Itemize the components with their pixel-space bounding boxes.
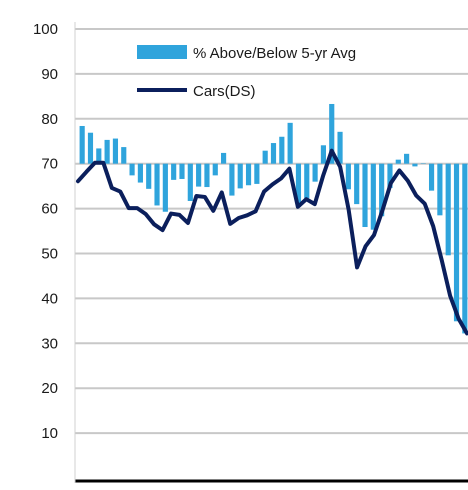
bar xyxy=(129,163,135,176)
bar xyxy=(287,122,293,164)
bar xyxy=(437,163,443,216)
bar xyxy=(79,125,85,164)
bar xyxy=(146,163,152,189)
bar xyxy=(337,131,343,164)
bar xyxy=(187,163,193,201)
y-tick-label: 80 xyxy=(41,111,58,128)
legend-label-line: Cars(DS) xyxy=(193,83,256,100)
series-line-cars-ds xyxy=(76,148,468,336)
legend-label-bar: % Above/Below 5-yr Avg xyxy=(193,45,356,62)
y-tick-label: 30 xyxy=(41,335,58,352)
grid-lines xyxy=(75,28,468,435)
bar xyxy=(104,139,110,164)
y-tick-label: 70 xyxy=(41,156,58,173)
bar xyxy=(304,163,310,199)
bar xyxy=(462,163,468,334)
bar xyxy=(312,163,318,182)
bar xyxy=(121,147,127,164)
bar-series xyxy=(79,103,468,334)
bar xyxy=(453,163,460,322)
bar xyxy=(387,163,393,188)
bar xyxy=(370,163,376,230)
y-tick-label: 40 xyxy=(41,290,58,307)
bar xyxy=(428,163,435,191)
bar xyxy=(404,153,410,164)
bar xyxy=(362,163,368,228)
bar xyxy=(345,163,351,190)
bar xyxy=(221,152,227,164)
bar xyxy=(445,163,451,256)
bar xyxy=(262,150,268,164)
bar xyxy=(96,148,102,164)
bar xyxy=(112,138,119,164)
line-series xyxy=(76,148,468,336)
bar xyxy=(270,143,277,164)
legend-swatch-bar xyxy=(137,45,187,59)
bar xyxy=(212,163,218,176)
y-tick-label: 10 xyxy=(41,425,58,442)
y-tick-label: 100 xyxy=(33,21,58,38)
bar xyxy=(162,163,168,212)
legend: % Above/Below 5-yr Avg Cars(DS) xyxy=(137,45,356,100)
y-tick-label: 50 xyxy=(41,246,58,263)
y-tick-label: 90 xyxy=(41,66,58,83)
y-tick-label: 20 xyxy=(41,380,58,397)
bar xyxy=(295,163,302,207)
bar xyxy=(179,163,185,179)
bar xyxy=(354,163,360,205)
bar xyxy=(379,163,385,217)
bar xyxy=(395,159,401,164)
bar xyxy=(137,163,143,183)
bar xyxy=(87,132,94,164)
bar xyxy=(204,163,210,188)
bar xyxy=(154,163,160,206)
bar xyxy=(245,163,252,186)
bar xyxy=(320,145,326,164)
bar xyxy=(254,163,260,184)
y-axis-ticks: 10 20 30 40 50 60 70 80 90 100 xyxy=(33,21,58,442)
bar xyxy=(329,103,335,164)
bar xyxy=(412,163,418,167)
y-tick-label: 60 xyxy=(41,201,58,218)
bar xyxy=(229,163,235,196)
bar xyxy=(171,163,177,180)
bar xyxy=(196,163,202,187)
bar xyxy=(237,163,243,189)
bar xyxy=(279,136,285,164)
